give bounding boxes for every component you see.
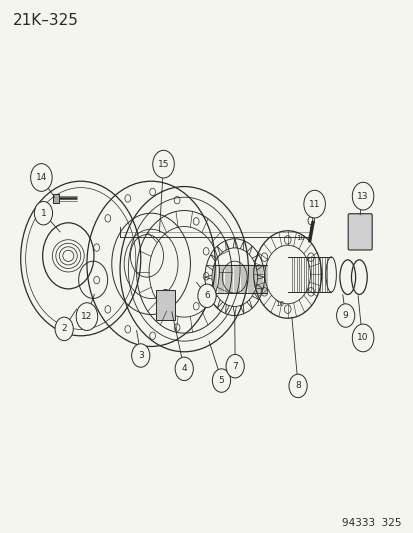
Circle shape <box>303 190 325 218</box>
Text: 5: 5 <box>218 376 224 385</box>
FancyBboxPatch shape <box>347 214 371 250</box>
Circle shape <box>76 303 97 330</box>
Text: 9: 9 <box>342 311 348 320</box>
Text: 8: 8 <box>294 382 300 390</box>
Text: 10: 10 <box>274 301 283 307</box>
Circle shape <box>351 182 373 210</box>
Text: 15: 15 <box>157 160 169 168</box>
Text: 2: 2 <box>61 325 67 333</box>
Text: 6: 6 <box>204 292 209 300</box>
Text: 13: 13 <box>356 192 368 200</box>
Bar <box>156 290 174 320</box>
Circle shape <box>336 304 354 327</box>
Text: 10: 10 <box>296 235 305 241</box>
Bar <box>52 194 59 203</box>
Text: 21K–325: 21K–325 <box>12 13 78 28</box>
Circle shape <box>131 344 150 367</box>
Text: 3: 3 <box>138 351 143 360</box>
Circle shape <box>197 284 216 308</box>
Circle shape <box>31 164 52 191</box>
Text: 10: 10 <box>356 334 368 342</box>
Text: 94333  325: 94333 325 <box>341 518 401 528</box>
Text: 7: 7 <box>232 362 237 370</box>
Circle shape <box>225 354 244 378</box>
Text: 12: 12 <box>81 312 93 321</box>
Circle shape <box>55 317 73 341</box>
Text: 4: 4 <box>181 365 187 373</box>
Circle shape <box>212 369 230 392</box>
Circle shape <box>288 374 306 398</box>
Circle shape <box>175 357 193 381</box>
Circle shape <box>351 324 373 352</box>
Circle shape <box>34 201 52 225</box>
Text: 11: 11 <box>308 200 320 208</box>
Text: 14: 14 <box>36 173 47 182</box>
Text: 1: 1 <box>40 209 46 217</box>
Circle shape <box>152 150 174 178</box>
